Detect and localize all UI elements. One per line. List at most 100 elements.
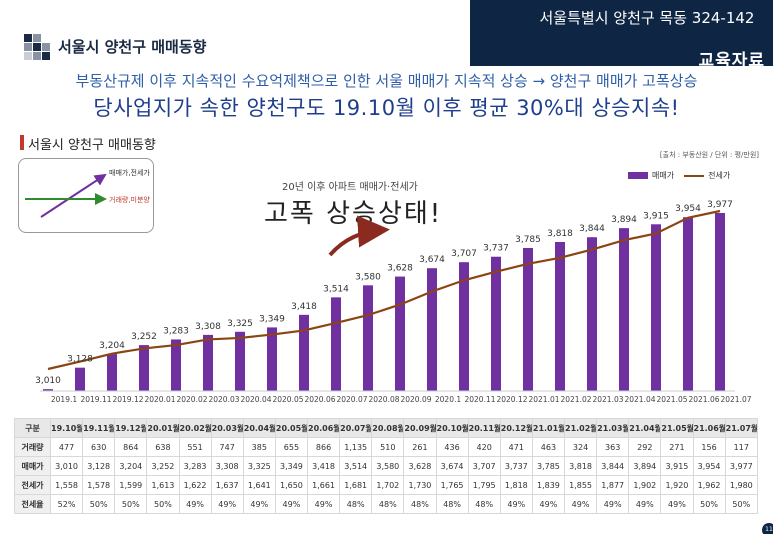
bar-1 xyxy=(75,367,85,391)
table-cell: 638 xyxy=(146,437,180,457)
legend-bar-swatch xyxy=(628,172,648,179)
table-cell: 1,641 xyxy=(242,475,276,495)
table-cell: 3,349 xyxy=(274,456,309,476)
table-cell: 385 xyxy=(242,437,276,457)
table-cell: 48% xyxy=(467,494,501,514)
table-header-cell: 21.06월 xyxy=(692,418,726,438)
monthly-data-table: 구분 19.10월 19.11월 19.12월 20.01월 20.02월 20.03월 20… xyxy=(14,418,759,514)
table-header-cell: 20.08월 xyxy=(371,418,405,438)
table-header-cell: 21.02월 xyxy=(563,418,598,438)
table-header-cell: 21.03월 xyxy=(596,418,630,438)
mini-lower-label: 거래량,미분양 xyxy=(109,196,150,204)
table-header-cell: 21.05월 xyxy=(660,418,694,438)
page-number: 11 xyxy=(762,523,773,534)
table-cell: 3,128 xyxy=(82,456,116,476)
table-cell: 1,558 xyxy=(49,475,84,495)
table-cell: 3,204 xyxy=(114,456,148,476)
table-cell: 3,737 xyxy=(499,456,533,476)
bar-13 xyxy=(459,262,469,391)
table-header-cell: 21.04월 xyxy=(628,418,662,438)
bar-label-3: 3,252 xyxy=(131,332,157,342)
table-cell: 655 xyxy=(274,437,309,457)
table-cell: 3,785 xyxy=(531,456,566,476)
table-cell: 3,325 xyxy=(242,456,276,476)
bar-label-2: 3,204 xyxy=(99,341,125,351)
table-header-cell: 20.09월 xyxy=(403,418,437,438)
table-header-row: 구분 19.10월 19.11월 19.12월 20.01월 20.02월 20.03월 20… xyxy=(14,418,759,438)
table-row-header: 거래량 xyxy=(14,437,51,457)
table-cell: 864 xyxy=(114,437,148,457)
table-cell: 117 xyxy=(724,437,759,457)
bar-label-9: 3,514 xyxy=(323,284,349,294)
banner-address: 서울특별시 양천구 목동 324-142 xyxy=(539,9,755,27)
table-cell: 271 xyxy=(660,437,694,457)
bar-5 xyxy=(203,334,213,391)
bar-7 xyxy=(267,327,277,391)
bar-17 xyxy=(587,237,597,391)
table-header-cell: 21.07월 xyxy=(724,418,759,438)
bar-6 xyxy=(235,331,245,391)
table-header-cell: 20.10월 xyxy=(435,418,469,438)
bar-label-16: 3,818 xyxy=(547,229,573,239)
bar-label-1: 3,128 xyxy=(67,355,93,365)
table-cell: 3,844 xyxy=(596,456,630,476)
table-cell: 3,252 xyxy=(146,456,180,476)
table-cell: 3,580 xyxy=(371,456,405,476)
mini-diagram-graphic xyxy=(25,173,107,218)
table-cell: 49% xyxy=(531,494,566,514)
table-cell: 3,308 xyxy=(210,456,244,476)
table-cell: 50% xyxy=(724,494,759,514)
bar-label-20: 3,954 xyxy=(675,204,701,214)
legend-bar-label: 매매가 xyxy=(652,171,675,180)
table-cell: 261 xyxy=(403,437,437,457)
table-cell: 3,954 xyxy=(692,456,726,476)
x-tick-10: 2020.08 xyxy=(368,395,399,404)
annotation-big: 고폭 상승상태! xyxy=(264,199,443,229)
table-cell: 50% xyxy=(146,494,180,514)
table-cell: 1,613 xyxy=(146,475,180,495)
table-cell: 1,902 xyxy=(628,475,662,495)
bar-label-15: 3,785 xyxy=(515,235,541,245)
x-tick-9: 2020.07 xyxy=(336,395,367,404)
bar-11 xyxy=(395,276,405,391)
x-tick-16: 2021.02 xyxy=(560,395,591,404)
line-series-jeonse xyxy=(47,209,721,371)
chart-source: [출처 : 부동산원 / 단위 : 평/만원] xyxy=(659,151,759,159)
trend-mini-diagram: 매매가,전세가 거래량,미분양 xyxy=(18,158,154,233)
table-cell: 420 xyxy=(467,437,501,457)
table-cell: 156 xyxy=(692,437,726,457)
table-cell: 292 xyxy=(628,437,662,457)
table-cell: 436 xyxy=(435,437,469,457)
table-cell: 48% xyxy=(403,494,437,514)
table-header-cell: 19.11월 xyxy=(82,418,116,438)
bar-14 xyxy=(491,256,501,391)
table-cell: 49% xyxy=(274,494,309,514)
bar-0 xyxy=(43,389,53,391)
table-cell: 551 xyxy=(178,437,212,457)
table-row: 매매가 3,010 3,128 3,204 3,252 3,283 3,308 3,325 3,… xyxy=(14,456,759,476)
x-tick-5: 2020.03 xyxy=(208,395,239,404)
mini-up-arrow xyxy=(40,173,107,218)
table-cell: 49% xyxy=(178,494,212,514)
table-cell: 1,920 xyxy=(660,475,694,495)
top-banner: 서울특별시 양천구 목동 324-142 교육자료 xyxy=(470,0,773,66)
table-cell: 3,707 xyxy=(467,456,501,476)
table-cell: 49% xyxy=(563,494,598,514)
table-cell: 363 xyxy=(596,437,630,457)
x-tick-2: 2019.12 xyxy=(112,395,143,404)
header-title: 서울시 양천구 매매동향 xyxy=(58,38,207,56)
table-cell: 3,674 xyxy=(435,456,469,476)
table-cell: 324 xyxy=(563,437,598,457)
x-tick-18: 2021.04 xyxy=(624,395,655,404)
table-cell: 1,980 xyxy=(724,475,759,495)
table-cell: 50% xyxy=(114,494,148,514)
table-cell: 1,795 xyxy=(467,475,501,495)
chart-legend: 매매가 전세가 xyxy=(628,170,730,181)
bar-label-19: 3,915 xyxy=(643,211,669,221)
table-row: 전세율 52% 50% 50% 50% 49% 49% 49% 49% 49% 48% 48% 48% 4… xyxy=(14,494,759,514)
bar-label-0: 3,010 xyxy=(35,376,61,386)
table-cell: 463 xyxy=(531,437,566,457)
x-tick-12: 2020.1 xyxy=(435,395,461,404)
table-header-cell: 20.12월 xyxy=(499,418,533,438)
table-cell: 3,514 xyxy=(339,456,373,476)
